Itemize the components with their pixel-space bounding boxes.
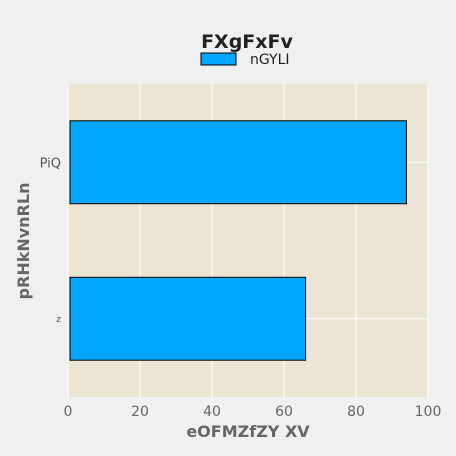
y-tick-label: z <box>56 315 61 325</box>
legend-swatch <box>200 52 237 66</box>
bar <box>69 276 307 361</box>
x-tick-label: 100 <box>415 404 442 420</box>
x-axis-label: eOFMZfZY XV <box>186 422 310 441</box>
x-tick-label: 0 <box>64 404 73 420</box>
x-tick-labels: 0 20 40 60 80 100 <box>64 404 442 420</box>
bar <box>69 120 407 205</box>
x-tick-label: 80 <box>347 404 365 420</box>
y-tick-label: PiQ <box>40 156 61 171</box>
x-tick-label: 40 <box>203 404 221 420</box>
x-tick-label: 20 <box>131 404 149 420</box>
legend: nGYLI <box>200 52 290 68</box>
legend-label: nGYLI <box>250 52 290 68</box>
y-axis-label: pRHkNvnRLn <box>14 183 33 300</box>
x-tick-label: 60 <box>275 404 293 420</box>
chart-title: FXgFxFv <box>201 31 293 53</box>
y-tick-labels: PiQ z <box>40 156 62 325</box>
bars <box>69 120 407 361</box>
